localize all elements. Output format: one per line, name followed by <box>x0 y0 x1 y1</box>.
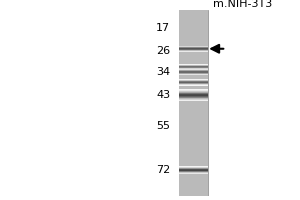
Bar <box>179 50 208 51</box>
Text: 34: 34 <box>156 67 170 77</box>
Bar <box>179 173 208 174</box>
Text: m.NIH-3T3: m.NIH-3T3 <box>213 0 273 9</box>
Bar <box>179 166 208 167</box>
Text: 43: 43 <box>156 90 170 100</box>
Text: 55: 55 <box>156 121 170 131</box>
Bar <box>179 89 208 90</box>
Bar <box>179 90 208 91</box>
Bar <box>179 72 208 73</box>
Bar <box>179 169 208 170</box>
Bar <box>179 168 208 169</box>
Bar <box>179 99 208 100</box>
Bar <box>179 167 208 168</box>
Bar <box>179 100 208 101</box>
Bar <box>179 171 208 172</box>
Bar <box>179 51 208 52</box>
Bar <box>179 95 208 96</box>
Bar <box>179 10 208 196</box>
Bar <box>179 170 208 171</box>
Bar <box>179 49 208 50</box>
Bar <box>179 81 208 82</box>
Text: 26: 26 <box>156 46 170 56</box>
Bar <box>179 172 208 173</box>
Bar <box>179 48 208 49</box>
Bar <box>179 71 208 72</box>
Bar <box>179 98 208 99</box>
Bar <box>179 74 208 75</box>
Bar <box>179 69 208 70</box>
Bar <box>179 83 208 84</box>
Bar <box>179 97 208 98</box>
Bar <box>179 73 208 74</box>
Bar <box>179 79 208 80</box>
Bar <box>179 85 208 86</box>
Bar <box>179 46 208 47</box>
Text: 17: 17 <box>156 23 170 33</box>
Bar <box>179 91 208 92</box>
Bar <box>179 84 208 85</box>
Bar <box>179 70 208 71</box>
Bar <box>179 47 208 48</box>
Bar <box>179 96 208 97</box>
Bar <box>179 82 208 83</box>
Bar <box>179 80 208 81</box>
Text: 72: 72 <box>156 165 170 175</box>
Bar <box>179 94 208 95</box>
Bar <box>179 93 208 94</box>
Bar <box>179 92 208 93</box>
